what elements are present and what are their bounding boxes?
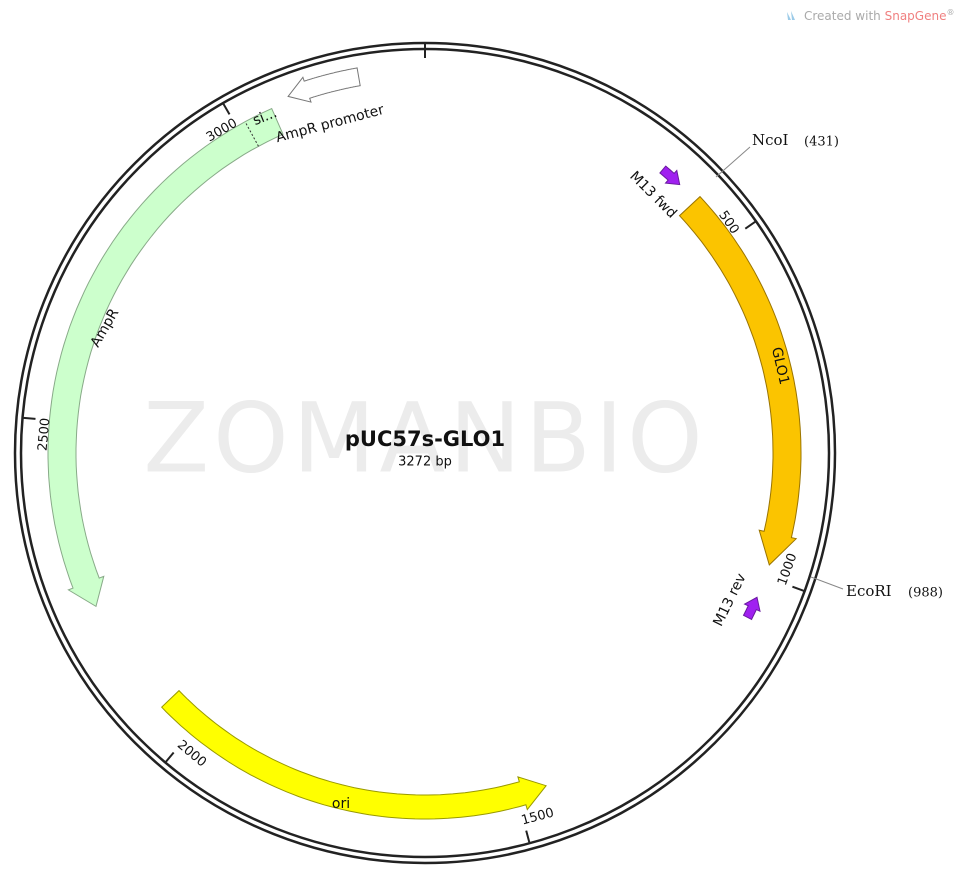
tick-mark [744,221,756,230]
site-name: NcoI [752,131,789,149]
promoter-arrow [287,67,361,103]
feature-label: AmpR promoter [274,102,386,146]
tick-mark [792,585,805,592]
tick-label: 1000 [775,551,800,587]
site-line [715,146,751,178]
site-name: EcoRI [846,582,892,600]
branding-text: Created with SnapGene® [804,8,954,23]
site-position: (988) [908,586,943,601]
glo1-arrow [678,195,802,566]
branding-name: SnapGene [885,9,947,23]
tick-label: 1500 [520,805,556,828]
logo [787,11,795,20]
tick-label: 2500 [36,417,54,451]
tick-mark [222,103,231,115]
feature-label: M13 rev [710,571,749,629]
ampr-arrow [47,107,284,608]
signal-divider [244,121,259,147]
m13-fwd-arrow [659,165,681,186]
plasmid-length: 3272 bp [398,455,452,470]
tick-mark [23,416,36,420]
branding-prefix: Created with [804,9,881,23]
feature-label: ori [332,796,350,812]
branding-mark: ® [946,8,954,17]
site-position: (431) [804,135,839,150]
tick-mark [165,751,175,763]
m13-rev-arrow [742,596,761,621]
branding: Created with SnapGene® [787,8,954,23]
watermark: ZOMANBIO [143,382,706,494]
site-line [810,576,844,590]
ori-arrow [160,689,547,820]
features [47,67,802,820]
plasmid-name: pUC57s-GLO1 [345,427,505,451]
tick-mark [525,830,531,843]
